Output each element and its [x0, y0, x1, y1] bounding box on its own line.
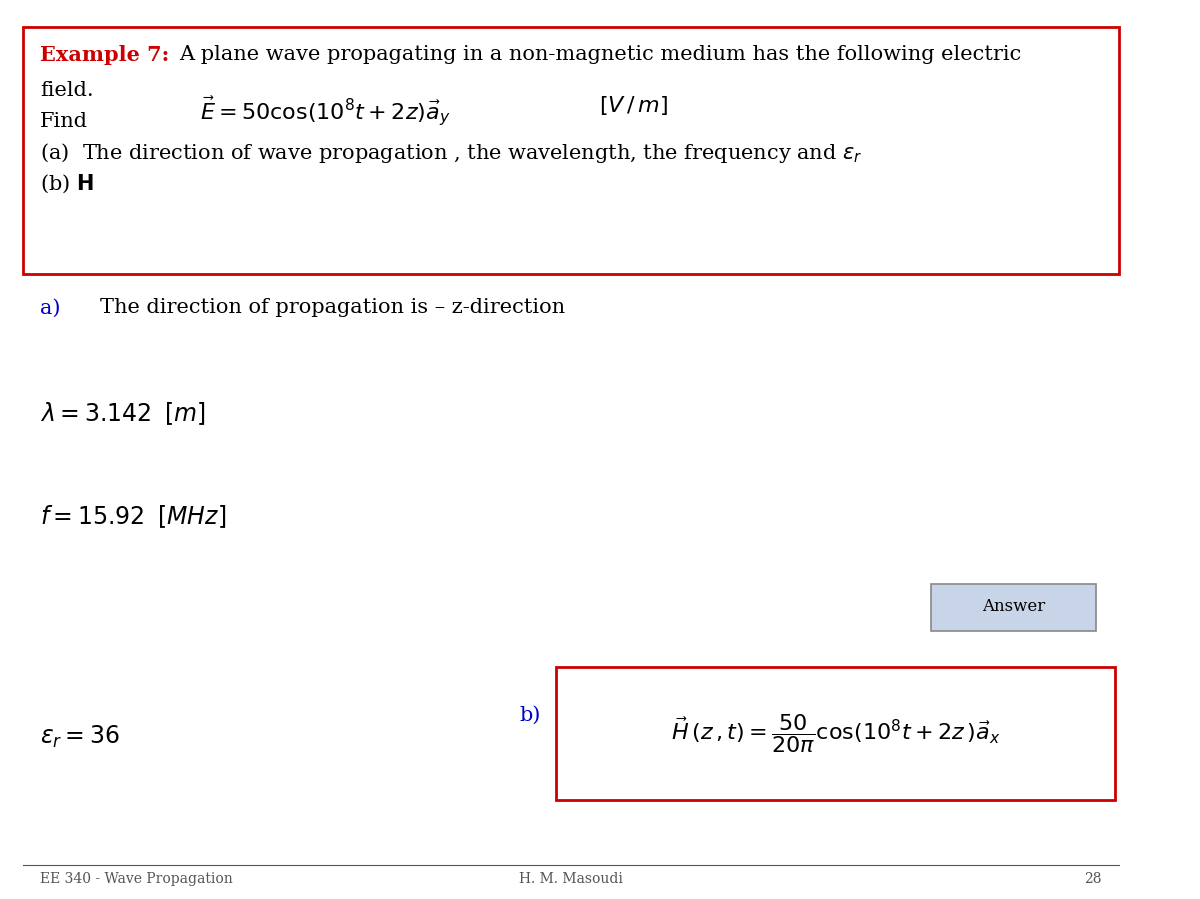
Text: a): a) [40, 298, 60, 317]
Text: Answer: Answer [982, 599, 1045, 615]
Text: A plane wave propagating in a non-magnetic medium has the following electric: A plane wave propagating in a non-magnet… [179, 45, 1021, 64]
Text: EE 340 - Wave Propagation: EE 340 - Wave Propagation [40, 872, 233, 886]
Text: 28: 28 [1085, 872, 1102, 886]
Text: $\varepsilon_r = 36$: $\varepsilon_r = 36$ [40, 724, 120, 750]
Text: $\lambda = 3.142 \;\; [m]$: $\lambda = 3.142 \;\; [m]$ [40, 400, 205, 427]
FancyBboxPatch shape [23, 27, 1118, 274]
Text: Example 7:: Example 7: [40, 45, 169, 65]
Text: b): b) [520, 706, 541, 725]
Text: $f = 15.92 \;\; [MHz]$: $f = 15.92 \;\; [MHz]$ [40, 503, 227, 530]
Text: H. M. Masoudi: H. M. Masoudi [518, 872, 623, 886]
Text: (a)  The direction of wave propagation , the wavelength, the frequency and $\var: (a) The direction of wave propagation , … [40, 141, 863, 165]
Text: The direction of propagation is – z-direction: The direction of propagation is – z-dire… [101, 298, 565, 317]
Text: $\vec{E} = 50\cos(10^8 t + 2z)\vec{a}_y$: $\vec{E} = 50\cos(10^8 t + 2z)\vec{a}_y$ [200, 94, 450, 129]
Text: (b) $\mathbf{H}$: (b) $\mathbf{H}$ [40, 173, 94, 195]
Text: Find: Find [40, 112, 88, 131]
Text: $\vec{H}\,(z\,,t) = \dfrac{50}{20\pi}\cos\!\left(10^8 t + 2z\,\right)\vec{a}_x$: $\vec{H}\,(z\,,t) = \dfrac{50}{20\pi}\co… [671, 712, 1001, 755]
FancyBboxPatch shape [930, 584, 1096, 631]
Text: field.: field. [40, 81, 94, 100]
FancyBboxPatch shape [556, 667, 1116, 800]
Text: $[V \,/\, m]$: $[V \,/\, m]$ [600, 94, 668, 118]
